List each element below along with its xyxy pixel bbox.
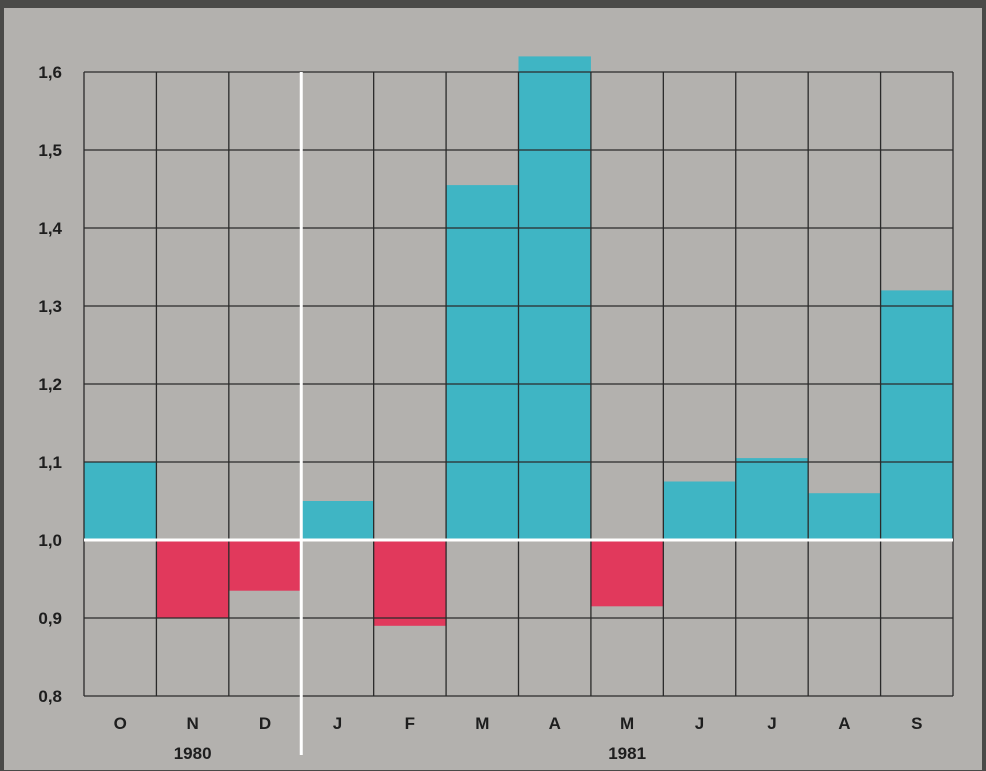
x-category-label: S (911, 714, 922, 733)
bars-layer (84, 56, 953, 626)
y-tick-label: 0,8 (38, 687, 62, 706)
bar-1 (156, 540, 229, 618)
x-category-label: D (259, 714, 271, 733)
bar-10 (808, 493, 881, 540)
bar-5 (446, 185, 519, 540)
x-category-label: A (838, 714, 850, 733)
reference-lines (84, 72, 953, 755)
x-category-label: A (549, 714, 561, 733)
bar-8 (663, 481, 736, 540)
x-category-label: J (767, 714, 776, 733)
bar-6 (518, 56, 591, 541)
x-category-label: M (620, 714, 634, 733)
y-tick-label: 1,6 (38, 63, 62, 82)
y-tick-label: 1,3 (38, 297, 62, 316)
bar-11 (880, 290, 953, 540)
bar-4 (373, 540, 447, 626)
x-category-label: M (475, 714, 489, 733)
x-category-label: F (405, 714, 415, 733)
x-category-label: J (333, 714, 342, 733)
bar-3 (301, 501, 374, 540)
bar-2 (228, 540, 302, 591)
y-tick-label: 1,2 (38, 375, 62, 394)
bar-9 (735, 458, 809, 540)
y-tick-label: 0,9 (38, 609, 62, 628)
y-tick-label: 1,4 (38, 219, 62, 238)
y-tick-label: 1,0 (38, 531, 62, 550)
x-category-label: O (114, 714, 127, 733)
x-category-label: N (186, 714, 198, 733)
x-category-label: J (695, 714, 704, 733)
year-label: 1980 (174, 744, 212, 763)
year-label: 1981 (608, 744, 646, 763)
labels-layer: 1,6 1,5 1,4 1,3 1,2 1,1 1,0 0,9 0,8 O N D J F M A M J J A S 1… (38, 63, 922, 763)
y-tick-label: 1,5 (38, 141, 62, 160)
bar-0 (84, 462, 157, 540)
y-tick-label: 1,1 (38, 453, 62, 472)
bar-7 (590, 540, 664, 607)
